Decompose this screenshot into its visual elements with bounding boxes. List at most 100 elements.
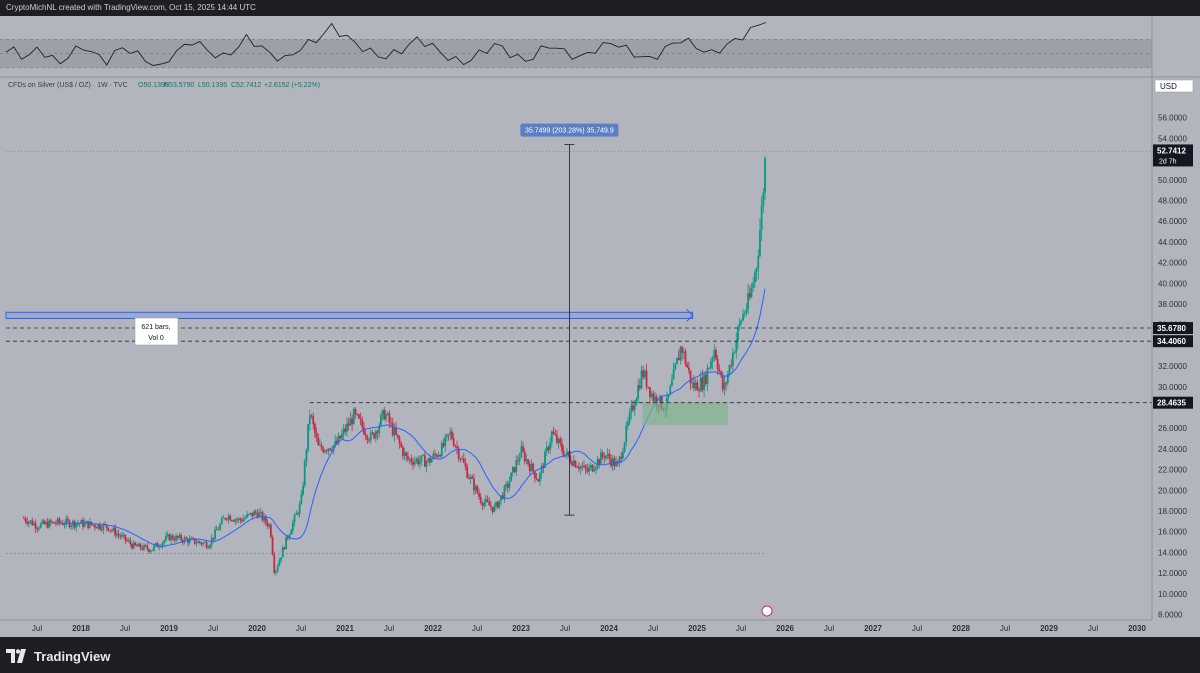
candle-body	[725, 382, 728, 384]
candle-body	[297, 513, 299, 514]
candle-body	[85, 521, 88, 523]
candle-body	[401, 446, 404, 456]
candle-body	[246, 514, 249, 518]
candle-body	[742, 314, 744, 321]
candle-body	[132, 542, 135, 549]
candle-body	[632, 405, 634, 410]
candle-body	[75, 523, 78, 528]
candle-body	[633, 405, 636, 410]
candle-body	[373, 433, 376, 439]
candle-body	[601, 452, 604, 457]
candle-body	[743, 313, 746, 315]
candle-body	[280, 557, 282, 561]
candle-body	[594, 467, 597, 470]
x-tick-label: Jul	[1000, 624, 1010, 633]
last-price-countdown: 2d 7h	[1159, 158, 1177, 165]
candle-body	[540, 465, 543, 474]
candle-body	[408, 458, 411, 460]
candle-body	[584, 465, 587, 469]
x-tick-label: Jul	[912, 624, 922, 633]
candle-body	[652, 393, 655, 402]
candle-body	[755, 268, 758, 273]
candle-body	[511, 467, 514, 473]
y-tick-label: 46.0000	[1158, 217, 1187, 226]
candle-body	[349, 418, 352, 426]
candle-body	[53, 521, 56, 524]
candle-body	[310, 415, 313, 417]
candle-body	[577, 467, 580, 469]
x-tick-label: 2025	[688, 624, 706, 633]
candle-body	[452, 438, 455, 446]
candle-body	[440, 443, 443, 457]
candle-body	[153, 545, 156, 550]
candle-body	[635, 398, 638, 406]
candle-body	[550, 431, 553, 443]
candle-body	[523, 451, 526, 462]
y-tick-label: 18.0000	[1158, 507, 1187, 516]
candle-body	[572, 460, 575, 466]
candle-body	[418, 460, 421, 465]
candle-body	[467, 477, 470, 479]
legend-symbol: CFDs on Silver (US$ / OZ) · 1W · TVC	[8, 82, 128, 89]
candle-body	[478, 493, 480, 497]
legend-high: H53.5790	[164, 82, 194, 89]
candle-body	[31, 520, 34, 526]
candle-body	[271, 537, 274, 555]
candle-body	[403, 452, 406, 456]
candle-body	[432, 453, 435, 459]
candle-body	[26, 521, 29, 524]
candle-body	[383, 410, 386, 420]
candle-body	[687, 367, 690, 371]
candle-body	[129, 540, 132, 545]
candle-body	[70, 525, 73, 528]
candle-body	[102, 524, 105, 531]
candle-body	[544, 451, 546, 468]
candle-body	[131, 544, 134, 549]
measure-label: 35.7499 (203.28%) 35,749.9	[525, 128, 614, 135]
candle-body	[709, 361, 712, 369]
candle-body	[168, 534, 171, 541]
y-tick-label: 44.0000	[1158, 238, 1187, 247]
candle-body	[699, 377, 702, 392]
candle-body	[515, 460, 518, 473]
candle-body	[488, 501, 491, 506]
candle-body	[195, 543, 198, 544]
candle-body	[459, 458, 462, 460]
candle-body	[388, 413, 391, 423]
candle-body	[335, 440, 338, 444]
candle-body	[192, 538, 194, 539]
candle-body	[77, 523, 79, 525]
candle-body	[183, 537, 186, 543]
candle-body	[215, 529, 218, 531]
candle-body	[396, 434, 399, 438]
x-tick-label: 2018	[72, 624, 90, 633]
chart-area[interactable]	[0, 16, 1200, 637]
candle-body	[498, 500, 501, 508]
candle-body	[676, 357, 678, 365]
candle-body	[445, 434, 448, 437]
candle-body	[638, 385, 641, 389]
candle-body	[342, 428, 345, 434]
tradingview-logo[interactable]: TradingView	[6, 648, 110, 664]
candle-body	[198, 541, 201, 543]
candle-body	[136, 545, 139, 547]
x-tick-label: Jul	[296, 624, 306, 633]
candle-body	[740, 320, 743, 323]
y-tick-label: 16.0000	[1158, 528, 1187, 537]
candle-body	[640, 370, 643, 389]
candle-body	[320, 445, 323, 449]
candle-body	[574, 460, 577, 468]
candle-body	[88, 521, 91, 528]
attribution-bar: CryptoMichNL created with TradingView.co…	[0, 0, 1200, 16]
candle-body	[757, 255, 760, 269]
candle-body	[466, 466, 469, 478]
candle-body	[247, 513, 250, 515]
candle-body	[547, 446, 550, 450]
candle-body	[650, 393, 653, 397]
candle-body	[422, 455, 425, 456]
candle-body	[110, 530, 113, 531]
candle-body	[691, 382, 694, 384]
candle-body	[308, 415, 311, 424]
axes: 56.0000 54.0000 50.0000 48.0000 46.0000 44.00…	[0, 16, 1200, 637]
